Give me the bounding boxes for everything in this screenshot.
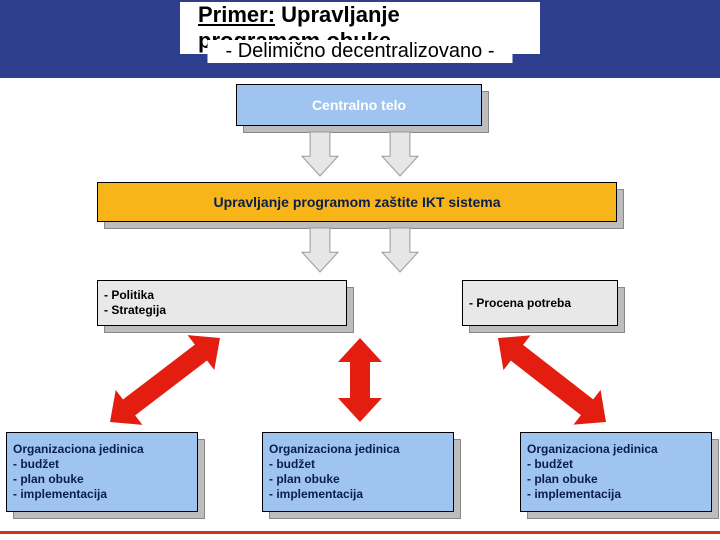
node-needs-label: - Procena potreba (463, 281, 617, 325)
header-band: Primer: Upravljanje programom obuke - De… (0, 0, 720, 78)
node-org-unit-1: Organizaciona jedinica - budžet - plan o… (6, 432, 198, 512)
page-subtitle: - Delimično decentralizovano - (225, 40, 494, 62)
node-needs: - Procena potreba (462, 280, 618, 326)
subtitle-strip: - Delimično decentralizovano - (207, 40, 512, 63)
node-central-label: Centralno telo (237, 85, 481, 125)
bottom-red-line (0, 531, 720, 534)
node-org-unit-2: Organizaciona jedinica - budžet - plan o… (262, 432, 454, 512)
title-prefix: Primer: (198, 2, 275, 27)
node-ou1-label: Organizaciona jedinica - budžet - plan o… (7, 433, 197, 511)
node-ou2-label: Organizaciona jedinica - budžet - plan o… (263, 433, 453, 511)
node-policy-label: - Politika - Strategija (98, 281, 346, 325)
node-ou3-label: Organizaciona jedinica - budžet - plan o… (521, 433, 711, 511)
node-central: Centralno telo (236, 84, 482, 126)
node-policy: - Politika - Strategija (97, 280, 347, 326)
diagram-canvas: Centralno telo Upravljanje programom zaš… (0, 78, 720, 540)
node-program-label: Upravljanje programom zaštite IKT sistem… (98, 183, 616, 221)
node-org-unit-3: Organizaciona jedinica - budžet - plan o… (520, 432, 712, 512)
node-program: Upravljanje programom zaštite IKT sistem… (97, 182, 617, 222)
